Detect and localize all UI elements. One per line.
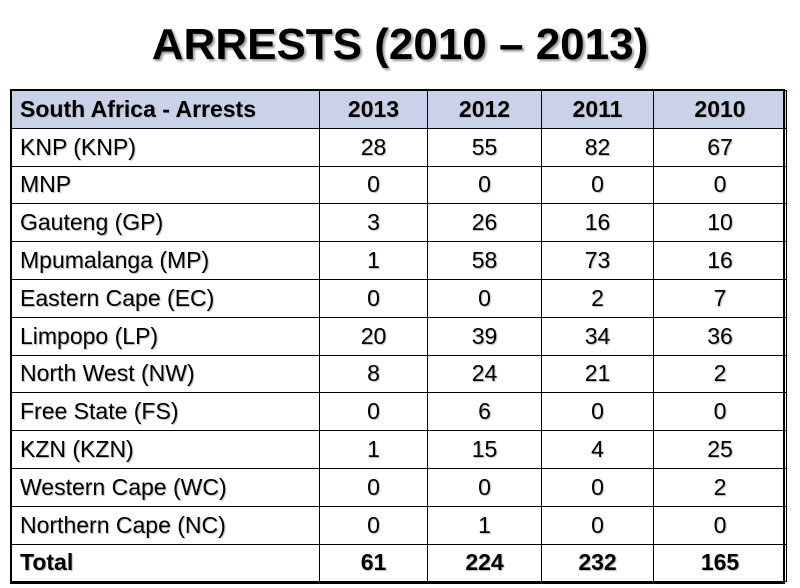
table-row: Gauteng (GP) 3 26 16 10 <box>11 203 787 243</box>
table-body: KNP (KNP) 28 55 82 67 MNP 0 0 0 0 Gauteng (GP) 3 26 1… <box>11 127 787 583</box>
column-header-2012: 2012 <box>427 90 542 129</box>
arrest-count-2010: 2 <box>653 354 787 394</box>
arrest-count-2010: 0 <box>653 392 787 432</box>
table-row: Western Cape (WC) 0 0 0 2 <box>11 467 787 507</box>
column-header-2011: 2011 <box>541 90 654 129</box>
arrest-count-2011: 0 <box>541 505 654 545</box>
arrest-count-2011: 34 <box>541 316 654 356</box>
arrest-count-2011: 21 <box>541 354 654 394</box>
table-row: Northern Cape (NC) 0 1 0 0 <box>11 505 787 545</box>
arrest-count-2012: 0 <box>427 278 542 318</box>
arrest-count-2010: 7 <box>653 278 787 318</box>
region-name-cell: Eastern Cape (EC) <box>11 278 320 318</box>
table-row: Mpumalanga (MP) 1 58 73 16 <box>11 241 787 280</box>
arrest-count-2012: 26 <box>427 203 542 243</box>
table-header-row: South Africa - Arrests 2013 2012 2011 20… <box>11 90 787 129</box>
total-label: Total <box>11 543 320 583</box>
arrest-count-2011: 4 <box>541 430 654 469</box>
region-name-cell: Limpopo (LP) <box>11 316 320 356</box>
table-row: Eastern Cape (EC) 0 0 2 7 <box>11 278 787 318</box>
arrest-count-2012: 58 <box>427 241 542 280</box>
arrest-count-2010: 0 <box>653 505 787 545</box>
arrest-count-2011: 0 <box>541 392 654 432</box>
arrest-count-2013: 0 <box>319 278 428 318</box>
total-value-2010: 165 <box>653 543 787 583</box>
region-name-cell: Free State (FS) <box>11 392 320 432</box>
arrest-count-2012: 39 <box>427 316 542 356</box>
table-row: MNP 0 0 0 0 <box>11 165 787 205</box>
arrest-count-2011: 0 <box>541 165 654 205</box>
region-name-cell: Northern Cape (NC) <box>11 505 320 545</box>
arrest-count-2013: 0 <box>319 505 428 545</box>
arrest-count-2012: 1 <box>427 505 542 545</box>
region-name-cell: Gauteng (GP) <box>11 203 320 243</box>
arrest-count-2010: 2 <box>653 467 787 507</box>
arrest-count-2010: 67 <box>653 127 787 167</box>
region-name-cell: KZN (KZN) <box>11 430 320 469</box>
arrest-count-2012: 0 <box>427 165 542 205</box>
column-header-2013: 2013 <box>319 90 428 129</box>
arrest-count-2013: 0 <box>319 165 428 205</box>
table-row: North West (NW) 8 24 21 2 <box>11 354 787 394</box>
column-header-region: South Africa - Arrests <box>11 90 320 129</box>
total-value-2012: 224 <box>427 543 542 583</box>
total-value-2013: 61 <box>319 543 428 583</box>
arrest-count-2010: 36 <box>653 316 787 356</box>
arrest-count-2012: 55 <box>427 127 542 167</box>
arrest-count-2013: 8 <box>319 354 428 394</box>
arrest-count-2013: 28 <box>319 127 428 167</box>
arrest-count-2012: 15 <box>427 430 542 469</box>
arrest-count-2010: 25 <box>653 430 787 469</box>
page-title: ARRESTS (2010 – 2013) <box>151 20 649 69</box>
arrest-count-2011: 73 <box>541 241 654 280</box>
region-name-cell: Mpumalanga (MP) <box>11 241 320 280</box>
arrest-count-2012: 24 <box>427 354 542 394</box>
arrest-count-2012: 6 <box>427 392 542 432</box>
arrest-count-2013: 1 <box>319 241 428 280</box>
arrest-count-2010: 10 <box>653 203 787 243</box>
region-name-cell: KNP (KNP) <box>11 127 320 167</box>
arrest-count-2010: 16 <box>653 241 787 280</box>
arrest-count-2012: 0 <box>427 467 542 507</box>
region-name-cell: MNP <box>11 165 320 205</box>
arrest-count-2010: 0 <box>653 165 787 205</box>
arrest-count-2011: 2 <box>541 278 654 318</box>
arrest-count-2013: 0 <box>319 467 428 507</box>
table-row: KZN (KZN) 1 15 4 25 <box>11 430 787 469</box>
arrest-count-2011: 0 <box>541 467 654 507</box>
region-name-cell: North West (NW) <box>11 354 320 394</box>
table-row: Free State (FS) 0 6 0 0 <box>11 392 787 432</box>
arrest-count-2011: 82 <box>541 127 654 167</box>
arrests-table: South Africa - Arrests 2013 2012 2011 20… <box>11 90 787 583</box>
table-row: Limpopo (LP) 20 39 34 36 <box>11 316 787 356</box>
arrest-count-2013: 1 <box>319 430 428 469</box>
total-value-2011: 232 <box>541 543 654 583</box>
arrest-count-2013: 0 <box>319 392 428 432</box>
arrest-count-2013: 20 <box>319 316 428 356</box>
region-name-cell: Western Cape (WC) <box>11 467 320 507</box>
arrest-count-2013: 3 <box>319 203 428 243</box>
total-row: Total 61 224 232 165 <box>11 543 787 583</box>
table-row: KNP (KNP) 28 55 82 67 <box>11 127 787 167</box>
column-header-2010: 2010 <box>653 90 787 129</box>
arrest-count-2011: 16 <box>541 203 654 243</box>
